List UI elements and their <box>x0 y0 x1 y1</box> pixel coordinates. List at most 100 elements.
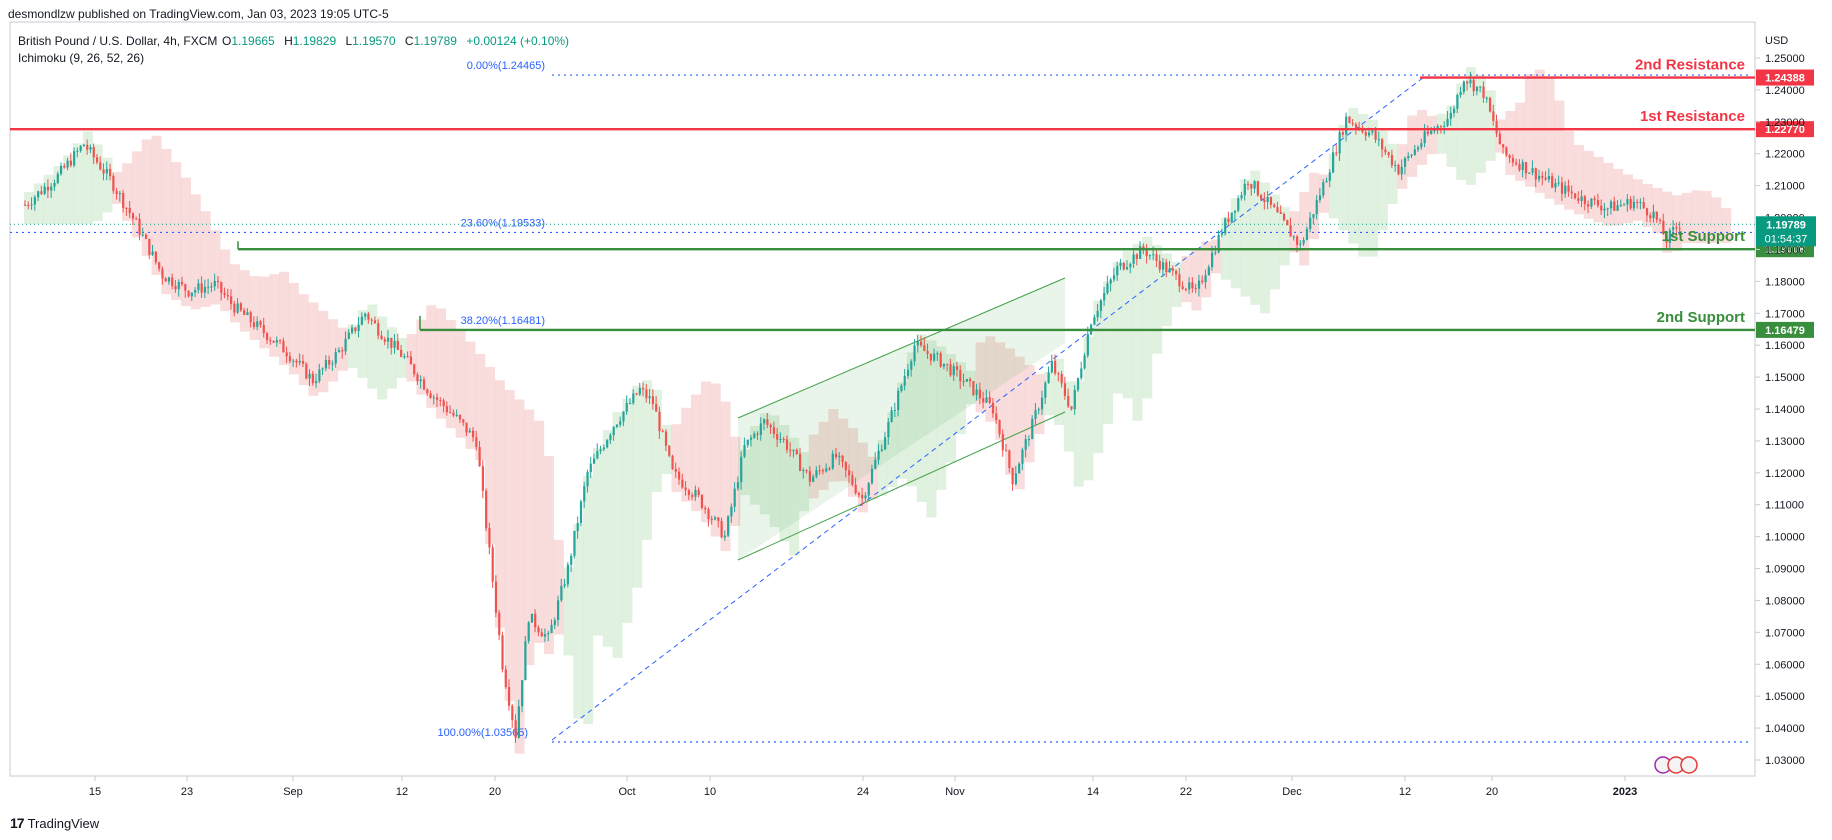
cloud-segment <box>1161 253 1172 327</box>
cloud-segment <box>1721 207 1732 244</box>
candle-body <box>301 360 305 364</box>
candle-body <box>1564 185 1567 194</box>
cloud-segment <box>73 143 84 224</box>
cloud-segment <box>328 319 339 382</box>
candle-body <box>507 687 511 706</box>
candle-body <box>648 396 651 399</box>
cloud-segment <box>279 271 290 366</box>
candle-body <box>697 490 700 495</box>
cloud-segment <box>1211 239 1222 274</box>
cloud-segment <box>1407 115 1418 177</box>
cloud-segment <box>671 424 682 492</box>
candle-body <box>779 438 782 440</box>
candle-body <box>1086 334 1089 356</box>
candle-body <box>1420 143 1423 148</box>
candle-body <box>1573 193 1577 199</box>
candle-body <box>540 632 543 637</box>
candle-body <box>1675 227 1678 229</box>
candle-body <box>265 333 269 341</box>
cloud-segment <box>1328 153 1339 219</box>
cloud-segment <box>151 135 162 275</box>
candle-body <box>1348 116 1351 124</box>
candle-body <box>707 509 710 520</box>
candle-body <box>681 479 684 488</box>
candle-body <box>491 547 494 582</box>
tradingview-logo[interactable]: 17 TradingView <box>10 815 99 831</box>
candle-body <box>409 356 413 365</box>
cloud-segment <box>828 409 839 482</box>
candle-body <box>1109 279 1112 284</box>
cloud-segment <box>848 428 859 497</box>
candle-body <box>1207 267 1210 276</box>
candle-body <box>1557 182 1560 184</box>
cloud-segment <box>475 353 486 461</box>
candle-body <box>462 419 465 423</box>
candle-body <box>1554 183 1557 188</box>
candle-body <box>1462 81 1465 92</box>
candle-body <box>1583 196 1586 205</box>
candle-body <box>1161 262 1165 270</box>
candle-body <box>625 403 628 412</box>
candle-body <box>1054 360 1057 374</box>
y-tick-label: 1.05000 <box>1765 691 1805 703</box>
candle-body <box>445 406 449 413</box>
candle-body <box>975 389 978 395</box>
candle-body <box>328 360 331 365</box>
candle-body <box>99 162 102 170</box>
candle-body <box>1377 139 1380 141</box>
candle-body <box>547 633 550 635</box>
cloud-segment <box>1024 365 1035 463</box>
price-axis[interactable]: 1.250001.240001.230001.220001.210001.200… <box>1755 53 1805 767</box>
candle-body <box>1139 246 1142 259</box>
candle-body <box>1560 182 1564 194</box>
candle-body <box>1309 217 1312 229</box>
y-tick-label: 1.23000 <box>1765 117 1805 129</box>
candle-body <box>1600 205 1603 211</box>
y-tick-label: 1.08000 <box>1765 595 1805 607</box>
cloud-segment <box>985 336 996 422</box>
candle-body <box>1240 195 1243 199</box>
candle-body <box>929 353 932 361</box>
candle-body <box>756 433 759 435</box>
candle-body <box>1639 202 1642 204</box>
candle-body <box>678 471 681 480</box>
candle-body <box>1037 409 1040 411</box>
candle-body <box>1031 418 1034 440</box>
candle-body <box>1609 201 1613 209</box>
cloud-segment <box>1152 245 1163 354</box>
candle-body <box>1364 132 1367 136</box>
event-icons[interactable] <box>1654 756 1698 774</box>
cloud-segment <box>357 310 368 378</box>
cloud-segment <box>818 421 829 490</box>
fib-trendline <box>551 76 1425 741</box>
candle-body <box>1181 286 1184 289</box>
candle-body <box>723 535 726 538</box>
candle-body <box>50 186 53 191</box>
y-tick-label: 1.24000 <box>1765 85 1805 97</box>
candle-body <box>1096 310 1099 318</box>
cloud-segment <box>1122 251 1133 399</box>
cloud-segment <box>543 456 554 655</box>
tradingview-brand: TradingView <box>27 815 100 831</box>
level-price-label: 1.24388 <box>1765 73 1805 85</box>
candle-body <box>1606 208 1609 210</box>
cloud-segment <box>43 174 54 224</box>
candle-body <box>1168 268 1171 273</box>
cloud-segment <box>1112 262 1123 394</box>
candle-body <box>377 323 380 336</box>
candle-body <box>1188 282 1191 290</box>
y-tick-label: 1.17000 <box>1765 308 1805 320</box>
candle-body <box>1256 181 1259 196</box>
current-price-box <box>1756 216 1816 247</box>
fib-label: 38.20%(1.16481) <box>461 315 545 327</box>
candle-body <box>102 169 105 174</box>
candle-body <box>308 373 311 379</box>
cloud-segment <box>1230 198 1241 289</box>
x-tick-label: 22 <box>1180 786 1192 798</box>
candle-body <box>854 484 857 494</box>
cloud-segment <box>1014 356 1025 490</box>
time-axis[interactable]: 15 23 Sep 12 20 Oct 10 24 Nov 14 22 Dec 12 20 2023 <box>89 776 1637 798</box>
cloud-segment <box>171 162 182 301</box>
candle-body <box>1080 368 1083 379</box>
